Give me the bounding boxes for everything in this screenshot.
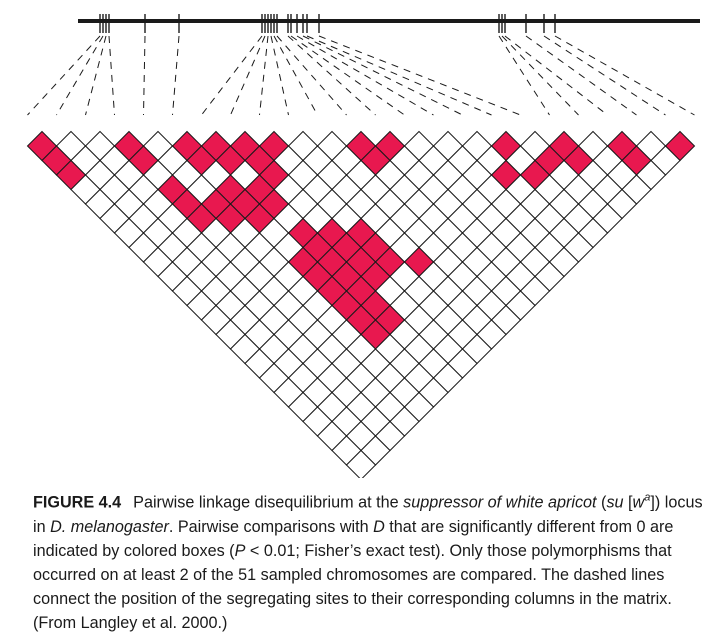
dashed-connector	[290, 35, 405, 116]
caption-segment: a	[644, 492, 651, 504]
dashed-connector	[259, 35, 269, 116]
caption-segment: su	[606, 493, 624, 512]
ld-matrix-cells	[26, 130, 696, 478]
dashed-connector	[296, 35, 434, 116]
dashed-connector	[554, 35, 695, 116]
site-ticks	[99, 14, 556, 33]
caption-segment: suppressor of white apricot	[403, 493, 597, 512]
dashed-connector	[143, 35, 146, 116]
dashed-connector	[504, 35, 608, 116]
dashed-connector	[498, 35, 550, 116]
dashed-connector	[287, 35, 376, 116]
dashed-connector	[85, 35, 107, 116]
dashed-connector	[543, 35, 666, 116]
dashed-connector	[172, 35, 180, 116]
dashed-connector	[306, 35, 492, 116]
caption-segment: D	[373, 517, 385, 536]
caption-segment: < 0.01; Fisher’s exact test). Only those…	[33, 541, 672, 633]
figure-label: FIGURE 4.4	[33, 493, 122, 512]
dashed-connector	[56, 35, 104, 116]
caption-segment: P	[234, 541, 246, 560]
caption-text: Pairwise linkage disequilibrium at the s…	[33, 492, 703, 633]
figure-caption: FIGURE 4.4 Pairwise linkage disequilibriu…	[33, 486, 713, 636]
ld-matrix-figure	[26, 14, 700, 478]
caption-segment: D. melanogaster	[50, 517, 169, 536]
caption-segment: Pairwise linkage disequilibrium at the	[133, 493, 404, 512]
dashed-connector	[230, 35, 266, 116]
dashed-connector	[501, 35, 579, 116]
dashed-connector	[302, 35, 463, 116]
dashed-connector	[318, 35, 521, 116]
dashed-connector	[525, 35, 637, 116]
caption-segment: ]) locus in	[33, 493, 703, 536]
dashed-connector	[276, 35, 347, 116]
caption-segment: that are significantly different from 0 …	[33, 517, 674, 560]
dashed-connector-lines	[27, 35, 695, 116]
caption-segment: [	[623, 493, 633, 512]
caption-segment: (	[596, 493, 607, 512]
dashed-connector	[108, 35, 115, 116]
dashed-connector	[27, 35, 101, 116]
ld-cell	[345, 449, 377, 478]
dashed-connector	[270, 35, 289, 116]
dashed-connector	[201, 35, 263, 116]
caption-segment: w	[632, 493, 645, 512]
caption-segment: . Pairwise comparisons with	[168, 517, 374, 536]
dashed-connector	[273, 35, 318, 116]
